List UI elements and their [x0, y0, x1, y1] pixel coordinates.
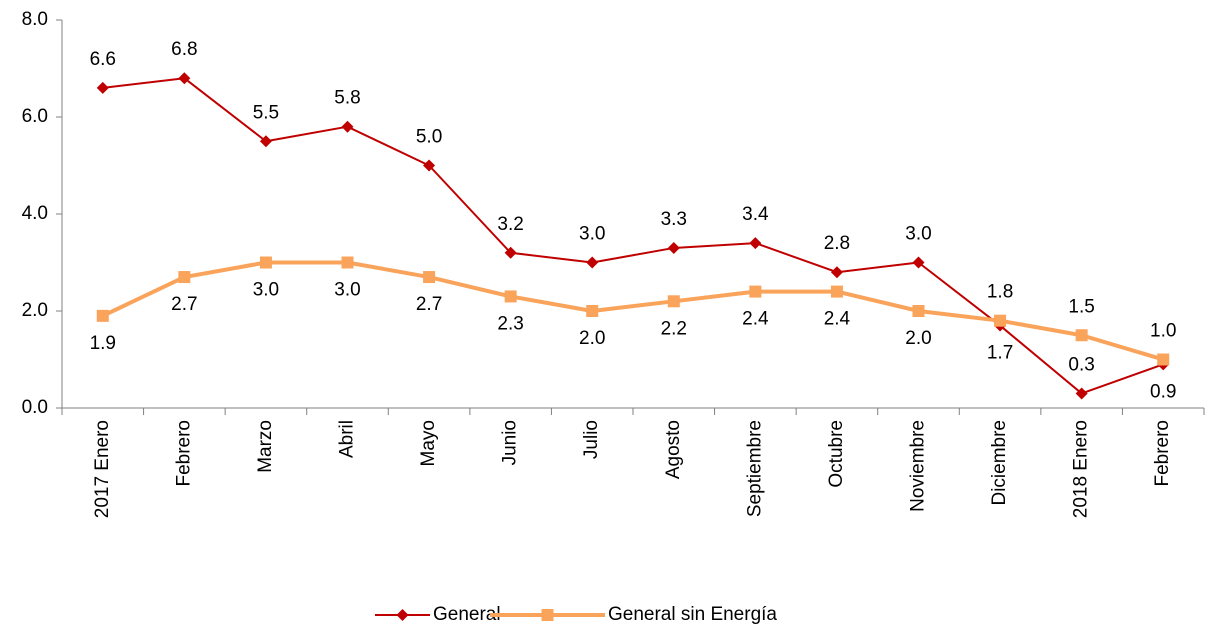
x-tick-label: 2017 Enero — [92, 420, 113, 518]
data-point — [96, 81, 109, 94]
x-tick-label: Junio — [500, 420, 521, 465]
data-label: 5.5 — [253, 102, 279, 123]
data-point — [96, 309, 109, 322]
data-point — [912, 256, 925, 269]
data-label: 2.7 — [171, 294, 197, 315]
data-label: 6.6 — [90, 49, 116, 70]
data-point — [912, 305, 925, 317]
data-point — [504, 290, 517, 303]
data-label: 1.8 — [987, 282, 1013, 303]
y-tick-label: 0.0 — [22, 397, 48, 418]
x-tick-label: Agosto — [663, 420, 684, 479]
data-point — [1075, 387, 1088, 400]
data-label: 2.0 — [579, 328, 605, 349]
data-label: 3.0 — [579, 224, 605, 245]
data-point — [830, 266, 843, 279]
data-label: 6.8 — [171, 39, 197, 60]
data-label: 2.4 — [824, 309, 851, 330]
x-tick-label: Marzo — [255, 420, 276, 473]
data-point — [178, 271, 191, 284]
data-point — [423, 271, 436, 284]
data-point — [994, 314, 1007, 327]
legend-label: General sin Energía — [608, 604, 777, 625]
data-point — [586, 305, 599, 317]
data-point — [667, 241, 680, 254]
data-point — [667, 295, 680, 308]
series-line — [102, 77, 1164, 395]
data-label: 3.0 — [334, 280, 360, 301]
x-tick-label: Octubre — [826, 420, 847, 488]
x-tick-label: Septiembre — [744, 420, 765, 517]
data-point — [504, 246, 517, 259]
y-tick-label: 2.0 — [22, 300, 48, 321]
data-label: 1.0 — [1150, 321, 1176, 342]
data-label: 5.0 — [416, 127, 442, 148]
data-point — [586, 256, 599, 269]
y-tick-label: 4.0 — [22, 203, 48, 224]
y-tick-label: 8.0 — [22, 9, 48, 30]
data-label: 3.0 — [253, 280, 279, 301]
x-tick-label: Julio — [581, 420, 602, 459]
data-point — [341, 120, 354, 133]
data-label: 3.0 — [905, 224, 931, 245]
x-tick-label: Abril — [337, 420, 358, 458]
data-label: 2.4 — [742, 309, 769, 330]
data-label: 2.3 — [497, 313, 523, 334]
x-tick-label: Diciembre — [989, 420, 1010, 506]
data-point — [830, 285, 843, 298]
data-point — [749, 285, 762, 298]
legend-marker — [396, 609, 409, 621]
data-label: 2.2 — [661, 318, 687, 339]
data-label: 3.4 — [742, 204, 769, 225]
data-label: 3.3 — [661, 209, 687, 230]
data-point — [423, 159, 436, 172]
legend-label: General — [433, 604, 501, 625]
legend-marker — [541, 609, 554, 621]
data-point — [259, 135, 272, 148]
data-label: 1.5 — [1068, 296, 1094, 317]
data-label: 5.8 — [334, 88, 360, 109]
data-label: 1.7 — [987, 343, 1013, 364]
series-line — [101, 260, 1164, 362]
y-tick-label: 6.0 — [22, 106, 48, 127]
data-label: 3.2 — [497, 214, 523, 235]
data-label: 1.9 — [90, 333, 116, 354]
data-label: 2.8 — [824, 233, 850, 254]
data-point — [259, 256, 272, 269]
data-label: 2.7 — [416, 294, 442, 315]
data-label: 0.9 — [1150, 381, 1176, 402]
data-point — [1075, 329, 1088, 342]
data-point — [1157, 353, 1170, 366]
x-tick-label: Febrero — [173, 420, 194, 487]
data-label: 2.0 — [905, 328, 931, 349]
x-tick-label: 2018 Enero — [1071, 420, 1092, 518]
data-point — [749, 237, 762, 250]
data-point — [341, 256, 354, 269]
x-tick-label: Febrero — [1152, 420, 1173, 487]
data-label: 0.3 — [1068, 354, 1094, 375]
x-tick-label: Noviembre — [908, 420, 929, 512]
x-tick-label: Mayo — [418, 420, 439, 466]
data-point — [178, 72, 191, 85]
